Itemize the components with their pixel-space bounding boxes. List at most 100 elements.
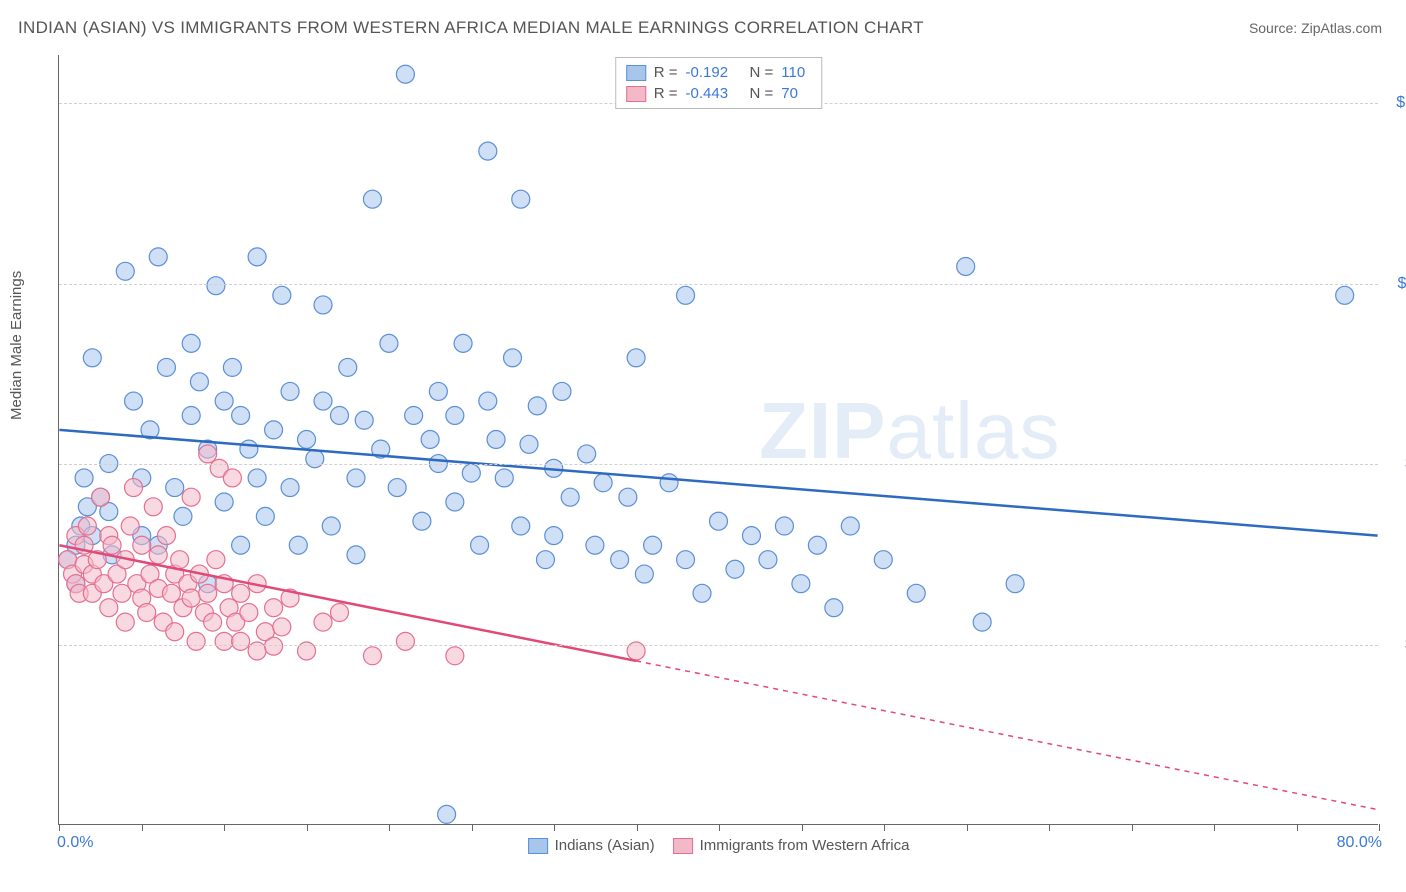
data-point (182, 589, 200, 607)
source-attribution: Source: ZipAtlas.com (1249, 20, 1382, 36)
data-point (504, 349, 522, 367)
data-point (363, 647, 381, 665)
data-point (78, 517, 96, 535)
x-tick (142, 824, 143, 831)
data-point (446, 647, 464, 665)
data-point (116, 613, 134, 631)
r-label: R = (654, 85, 678, 102)
data-point (578, 445, 596, 463)
data-point (471, 536, 489, 554)
n-label: N = (750, 64, 774, 81)
data-point (495, 469, 513, 487)
data-point (157, 358, 175, 376)
data-point (281, 382, 299, 400)
y-axis-label: Median Male Earnings (8, 271, 25, 420)
legend-series-names: Indians (Asian) Immigrants from Western … (528, 837, 910, 854)
data-point (281, 479, 299, 497)
data-point (162, 584, 180, 602)
data-point (396, 65, 414, 83)
legend-label-series1: Indians (Asian) (555, 837, 655, 854)
data-point (157, 527, 175, 545)
x-tick (1214, 824, 1215, 831)
data-point (331, 406, 349, 424)
watermark: ZIPatlas (759, 385, 1060, 477)
x-tick (637, 824, 638, 831)
data-point (289, 536, 307, 554)
x-axis-max-label: 80.0% (1337, 834, 1382, 852)
data-point (446, 406, 464, 424)
data-point (520, 435, 538, 453)
data-point (710, 512, 728, 530)
data-point (331, 604, 349, 622)
data-point (314, 296, 332, 314)
data-point (116, 262, 134, 280)
data-point (100, 599, 118, 617)
data-point (512, 190, 530, 208)
data-point (536, 551, 554, 569)
legend-swatch-series2 (626, 86, 646, 102)
data-point (215, 632, 233, 650)
data-point (215, 493, 233, 511)
data-point (199, 445, 217, 463)
x-tick (967, 824, 968, 831)
data-point (223, 469, 241, 487)
x-tick (224, 824, 225, 831)
data-point (174, 507, 192, 525)
legend-row-series2: R = -0.443 N = 70 (626, 83, 812, 104)
data-point (957, 257, 975, 275)
data-point (677, 551, 695, 569)
r-value-series2: -0.443 (686, 85, 742, 102)
x-tick (1049, 824, 1050, 831)
data-point (273, 618, 291, 636)
data-point (232, 632, 250, 650)
data-point (792, 575, 810, 593)
data-point (182, 406, 200, 424)
data-point (775, 517, 793, 535)
data-point (553, 382, 571, 400)
data-point (742, 527, 760, 545)
data-point (125, 392, 143, 410)
chart-title: INDIAN (ASIAN) VS IMMIGRANTS FROM WESTER… (18, 18, 924, 38)
chart-plot-area: ZIPatlas R = -0.192 N = 110 R = -0.443 N… (58, 55, 1378, 825)
data-point (487, 431, 505, 449)
x-tick (1379, 824, 1380, 831)
data-point (149, 546, 167, 564)
data-point (759, 551, 777, 569)
data-point (265, 637, 283, 655)
data-point (232, 406, 250, 424)
gridline (59, 284, 1378, 285)
y-tick-label: $112,500 (1397, 275, 1406, 293)
legend-correlation-box: R = -0.192 N = 110 R = -0.443 N = 70 (615, 57, 823, 109)
data-point (125, 479, 143, 497)
data-point (429, 382, 447, 400)
data-point (103, 536, 121, 554)
data-point (144, 498, 162, 516)
data-point (232, 584, 250, 602)
data-point (462, 464, 480, 482)
n-label: N = (750, 85, 774, 102)
data-point (223, 358, 241, 376)
x-tick (1132, 824, 1133, 831)
data-point (248, 248, 266, 266)
legend-swatch-series1 (528, 838, 548, 854)
data-point (204, 613, 222, 631)
data-point (355, 411, 373, 429)
data-point (611, 551, 629, 569)
data-point (215, 392, 233, 410)
data-point (413, 512, 431, 530)
data-point (207, 277, 225, 295)
data-point (660, 474, 678, 492)
data-point (83, 349, 101, 367)
data-point (232, 536, 250, 554)
data-point (874, 551, 892, 569)
data-point (380, 334, 398, 352)
data-point (907, 584, 925, 602)
r-value-series1: -0.192 (686, 64, 742, 81)
data-point (265, 421, 283, 439)
n-value-series1: 110 (781, 64, 811, 81)
scatter-plot-svg (59, 55, 1378, 824)
data-point (190, 373, 208, 391)
legend-label-series2: Immigrants from Western Africa (700, 837, 910, 854)
data-point (388, 479, 406, 497)
data-point (256, 507, 274, 525)
